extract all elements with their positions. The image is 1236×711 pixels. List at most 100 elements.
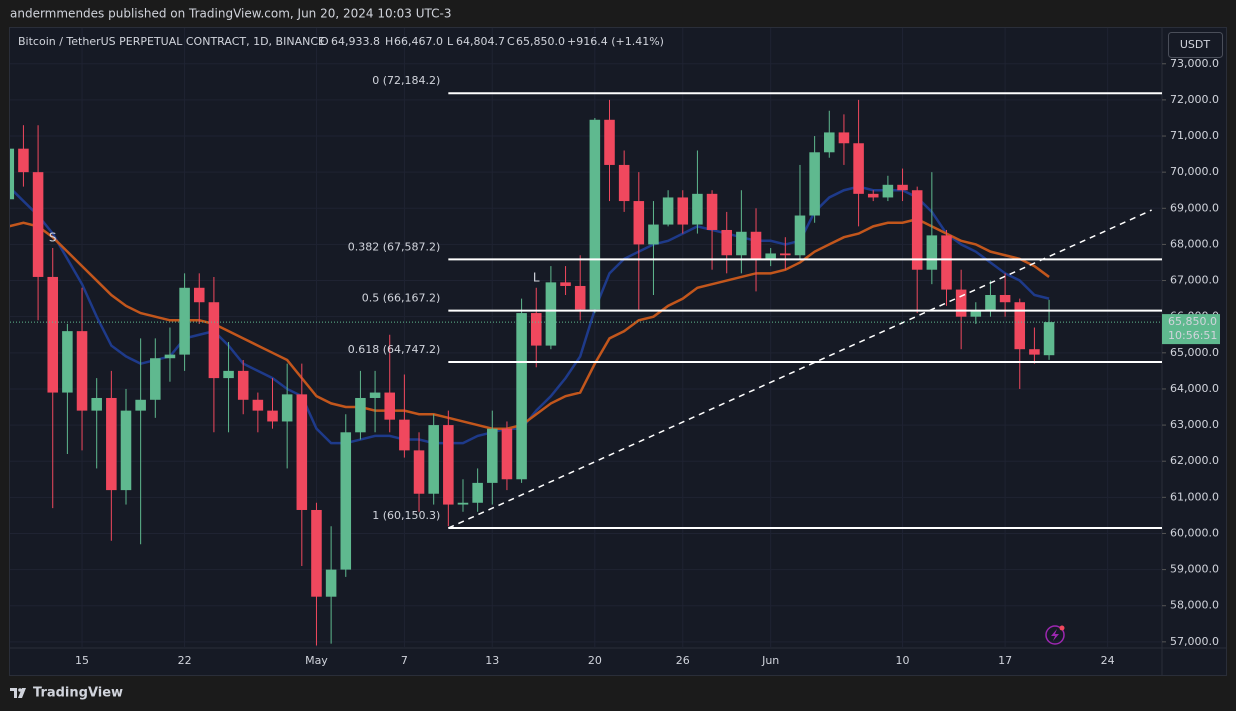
y-tick-label: 68,000.0 [1170,237,1219,250]
candle-body [91,397,102,411]
candle-body [692,193,703,225]
candle-body [516,313,527,480]
candle-body [62,331,73,393]
candle-body [1043,322,1055,356]
candle-body [765,253,776,259]
candle-body [267,410,278,422]
candle-body [985,295,996,312]
candle-body [633,201,645,245]
candle-body [794,215,806,256]
currency-label[interactable]: USDT [1180,38,1211,51]
candle-body [604,119,615,165]
candle-body [384,392,396,420]
candle-body [853,143,864,194]
candle-body [838,132,850,144]
candle-body [1029,349,1040,355]
candle-body [281,394,293,422]
candle-body [457,502,469,505]
candle-body [618,164,630,202]
candle-body [399,419,410,451]
candle-body [296,394,308,510]
x-tick-label: 20 [588,654,602,667]
candle-body [926,235,938,270]
candle-body [340,432,352,570]
published-note: andermmendes published on TradingView.co… [10,7,452,21]
plot: 0 (72,184.2) 0.382 (67,587.2) 0.5 (66,167.… [10,74,1162,646]
candle-body [179,287,190,355]
candle-body [545,282,557,346]
candle-body [487,428,498,483]
brand-logo [10,688,26,698]
candle-body [325,569,337,597]
candle-body [413,450,425,494]
candle-body [472,482,483,503]
legend-value: 64,804.7 [456,35,505,48]
candle-body [662,197,674,225]
candle-body [76,331,88,411]
signal-marker: L [533,270,540,284]
candle-body [999,295,1011,303]
candle-body [677,197,689,225]
fib-label: 1 (60,150.3) [372,509,440,522]
x-tick-label: 17 [998,654,1012,667]
candle-body [750,231,762,259]
candle-body [369,392,381,398]
candle-body [955,289,967,317]
candle-body [911,190,923,270]
y-tick-label: 57,000.0 [1170,635,1219,648]
x-tick-label: 24 [1101,654,1115,667]
candle-body [706,193,718,230]
candle-body [780,253,791,256]
candle-body [501,428,513,480]
y-tick-label: 71,000.0 [1170,129,1219,142]
candle-body [237,370,249,400]
last-price-label: 65,850.0 [1168,315,1217,328]
y-tick-label: 61,000.0 [1170,490,1219,503]
y-tick-label: 59,000.0 [1170,563,1219,576]
candle-body [164,354,176,359]
fib-label: 0 (72,184.2) [372,74,440,87]
y-tick-label: 72,000.0 [1170,93,1219,106]
x-tick-label: 10 [896,654,910,667]
legend-change: +916.4 (+1.41%) [567,35,664,48]
signal-marker: S [49,231,57,245]
candle-body [897,184,908,191]
candle-body [882,184,894,198]
candle-body [809,152,820,216]
currency-button[interactable] [1168,32,1223,58]
y-tick-label: 60,000.0 [1170,526,1219,539]
fib-label: 0.382 (67,587.2) [348,240,441,253]
candle-body [355,397,366,433]
y-tick-label: 62,000.0 [1170,454,1219,467]
candle-body [721,229,732,256]
alert-icon[interactable] [1045,625,1065,645]
legend: O 64,933.8 H 66,467.0 L 64,804.7 C 65,850.0 +916… [320,35,664,48]
legend-key: C [507,35,515,48]
candle-body [120,410,132,491]
legend-key: H [385,35,393,48]
fib-label: 0.618 (64,747.2) [348,343,441,356]
fib-label: 0.5 (66,167.2) [362,292,441,305]
legend-value: 64,933.8 [331,35,380,48]
candle-body [47,276,59,393]
candle-body [648,224,659,245]
y-tick-label: 63,000.0 [1170,418,1219,431]
candle-body [106,397,117,491]
candle-body [867,193,879,198]
trend-line [448,209,1152,529]
legend-value: 66,467.0 [394,35,443,48]
x-tick-label: 15 [75,654,89,667]
candle-body [560,282,571,286]
candle-body [135,399,146,411]
candle-body [941,235,952,290]
candle-body [223,370,234,379]
candle-body [574,285,586,310]
candle-body [193,287,205,303]
x-tick-label: 26 [676,654,690,667]
candle-body [32,172,44,277]
y-tick-label: 73,000.0 [1170,57,1219,70]
candle-body [10,148,15,200]
candle-body [428,425,439,494]
y-tick-label: 65,000.0 [1170,346,1219,359]
